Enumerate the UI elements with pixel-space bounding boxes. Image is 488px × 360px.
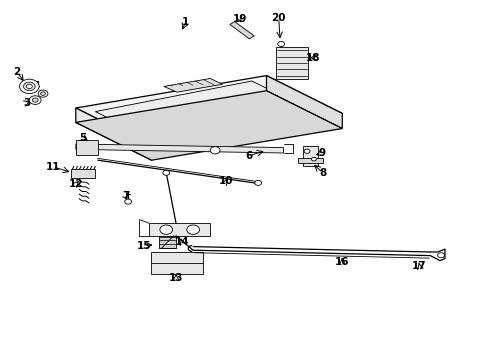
Polygon shape xyxy=(150,252,203,274)
Polygon shape xyxy=(76,76,342,146)
Circle shape xyxy=(38,90,48,97)
Text: 8: 8 xyxy=(319,168,325,178)
Circle shape xyxy=(41,92,45,95)
Text: 12: 12 xyxy=(68,179,83,189)
Polygon shape xyxy=(266,76,342,129)
Polygon shape xyxy=(298,158,322,163)
Text: 2: 2 xyxy=(14,67,20,77)
Circle shape xyxy=(210,147,220,154)
Polygon shape xyxy=(229,22,254,39)
Circle shape xyxy=(20,79,39,94)
Circle shape xyxy=(254,180,261,185)
Text: 6: 6 xyxy=(245,150,252,161)
Polygon shape xyxy=(159,236,176,248)
Text: 14: 14 xyxy=(174,237,189,247)
Polygon shape xyxy=(76,144,283,153)
Circle shape xyxy=(277,41,284,46)
Text: 4: 4 xyxy=(33,81,41,91)
Polygon shape xyxy=(149,223,210,236)
Polygon shape xyxy=(95,81,325,148)
Circle shape xyxy=(163,170,169,175)
Text: 15: 15 xyxy=(137,240,151,251)
Text: 7: 7 xyxy=(122,191,130,201)
Circle shape xyxy=(29,96,41,104)
Polygon shape xyxy=(76,91,342,160)
Polygon shape xyxy=(303,146,317,166)
Text: 10: 10 xyxy=(219,176,233,186)
Circle shape xyxy=(437,253,444,258)
Text: 13: 13 xyxy=(168,273,183,283)
Polygon shape xyxy=(76,140,98,155)
Polygon shape xyxy=(71,169,95,178)
Polygon shape xyxy=(163,78,222,92)
Text: 18: 18 xyxy=(305,53,320,63)
Text: 1: 1 xyxy=(182,17,189,27)
Polygon shape xyxy=(76,108,151,160)
Circle shape xyxy=(32,98,38,102)
Circle shape xyxy=(186,225,199,234)
Circle shape xyxy=(311,157,316,161)
Circle shape xyxy=(124,199,131,204)
Polygon shape xyxy=(276,47,307,79)
Circle shape xyxy=(23,82,35,91)
Text: 16: 16 xyxy=(334,257,349,267)
Text: 9: 9 xyxy=(318,148,325,158)
Text: 17: 17 xyxy=(411,261,426,271)
Text: 3: 3 xyxy=(23,98,30,108)
Text: 5: 5 xyxy=(80,132,86,143)
Circle shape xyxy=(160,225,172,234)
Text: 20: 20 xyxy=(271,13,285,23)
Text: 19: 19 xyxy=(232,14,246,24)
Text: 11: 11 xyxy=(45,162,60,172)
Circle shape xyxy=(304,149,309,153)
Circle shape xyxy=(26,84,32,89)
